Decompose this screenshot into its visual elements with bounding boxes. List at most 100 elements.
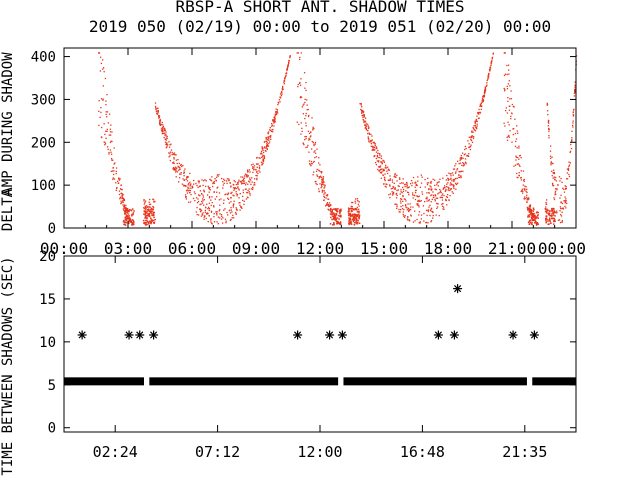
top-data-point: [212, 182, 214, 185]
top-data-point: [273, 125, 275, 127]
top-data-point: [330, 210, 332, 213]
top-data-point: [363, 116, 366, 118]
top-data-point: [311, 117, 313, 119]
top-data-point: [375, 147, 377, 149]
top-data-point: [208, 207, 211, 210]
top-data-point: [456, 168, 459, 170]
top-data-point: [510, 115, 512, 118]
top-data-point: [434, 195, 437, 197]
top-data-point: [251, 181, 253, 183]
top-data-point: [261, 155, 264, 158]
top-data-point: [308, 151, 310, 153]
top-data-point: [119, 196, 122, 199]
top-data-point: [516, 147, 518, 149]
top-data-point: [381, 168, 383, 170]
top-data-point: [572, 120, 574, 122]
top-data-point: [402, 215, 405, 217]
top-data-point: [432, 214, 434, 217]
top-data-point: [399, 211, 401, 213]
top-data-point: [339, 209, 341, 211]
top-data-point: [318, 169, 320, 171]
top-data-point: [131, 224, 133, 226]
top-data-point: [329, 209, 331, 211]
top-data-point: [443, 194, 445, 197]
top-data-point: [169, 155, 171, 157]
top-data-point: [403, 216, 406, 218]
top-data-point: [144, 205, 146, 207]
top-data-point: [524, 189, 526, 191]
top-data-point: [206, 203, 208, 205]
top-data-point: [178, 166, 180, 168]
top-data-point: [460, 154, 462, 157]
top-data-point: [312, 128, 314, 130]
top-data-point: [271, 128, 273, 131]
top-data-point: [407, 216, 409, 218]
top-data-point: [520, 170, 522, 172]
top-data-point: [430, 194, 432, 197]
top-data-point: [486, 82, 488, 84]
top-data-point: [105, 103, 107, 106]
top-data-point: [121, 194, 123, 196]
top-data-point: [312, 161, 315, 163]
top-data-point: [453, 187, 455, 190]
top-data-point: [471, 141, 474, 144]
bottom-x-tick-label: 12:00: [297, 443, 342, 461]
top-data-point: [219, 213, 221, 215]
top-data-point: [312, 129, 314, 131]
top-data-point: [268, 142, 270, 145]
top-data-point: [272, 128, 274, 131]
top-data-point: [455, 188, 457, 190]
top-data-point: [148, 214, 151, 217]
top-data-point: [265, 138, 267, 140]
top-data-point: [548, 223, 550, 225]
top-data-point: [153, 221, 156, 223]
top-data-point: [180, 163, 182, 166]
top-data-point: [322, 183, 324, 185]
top-data-point: [112, 170, 114, 172]
top-data-point: [420, 218, 422, 220]
top-data-point: [133, 210, 135, 212]
top-data-point: [199, 208, 201, 211]
top-data-point: [241, 176, 244, 178]
top-data-point: [417, 203, 419, 205]
top-data-point: [409, 203, 411, 205]
top-data-point: [554, 219, 556, 221]
top-data-point: [434, 200, 436, 202]
top-data-point: [107, 148, 109, 151]
top-data-point: [527, 207, 529, 210]
top-data-point: [526, 207, 528, 209]
top-data-point: [323, 195, 325, 197]
top-data-point: [171, 153, 173, 156]
top-data-point: [157, 107, 159, 109]
top-data-point: [144, 201, 146, 204]
top-data-point: [551, 207, 553, 210]
top-data-point: [457, 182, 459, 184]
top-data-point: [321, 190, 323, 192]
top-data-point: [100, 62, 103, 65]
top-data-point: [158, 115, 161, 117]
top-data-point: [508, 124, 510, 126]
top-data-point: [260, 153, 262, 155]
top-data-point: [352, 220, 355, 223]
top-x-tick-label: 15:00: [360, 239, 408, 258]
top-data-point: [330, 204, 332, 206]
top-data-point: [316, 174, 318, 176]
top-data-point: [147, 208, 149, 211]
top-x-tick-label: 06:00: [168, 239, 216, 258]
top-data-point: [300, 122, 302, 124]
top-data-point: [144, 216, 147, 218]
top-data-point: [154, 200, 156, 203]
top-data-point: [196, 206, 198, 209]
top-data-point: [173, 157, 175, 159]
top-data-point: [358, 217, 360, 220]
top-data-point: [327, 198, 330, 200]
top-data-point: [108, 151, 110, 154]
top-data-point: [441, 203, 443, 205]
top-data-point: [406, 218, 409, 220]
top-data-point: [126, 212, 129, 214]
top-data-point: [385, 164, 387, 166]
top-data-point: [274, 121, 276, 123]
top-data-point: [253, 182, 256, 184]
top-data-point: [439, 190, 442, 192]
bottom-baseline-band: [64, 377, 144, 386]
